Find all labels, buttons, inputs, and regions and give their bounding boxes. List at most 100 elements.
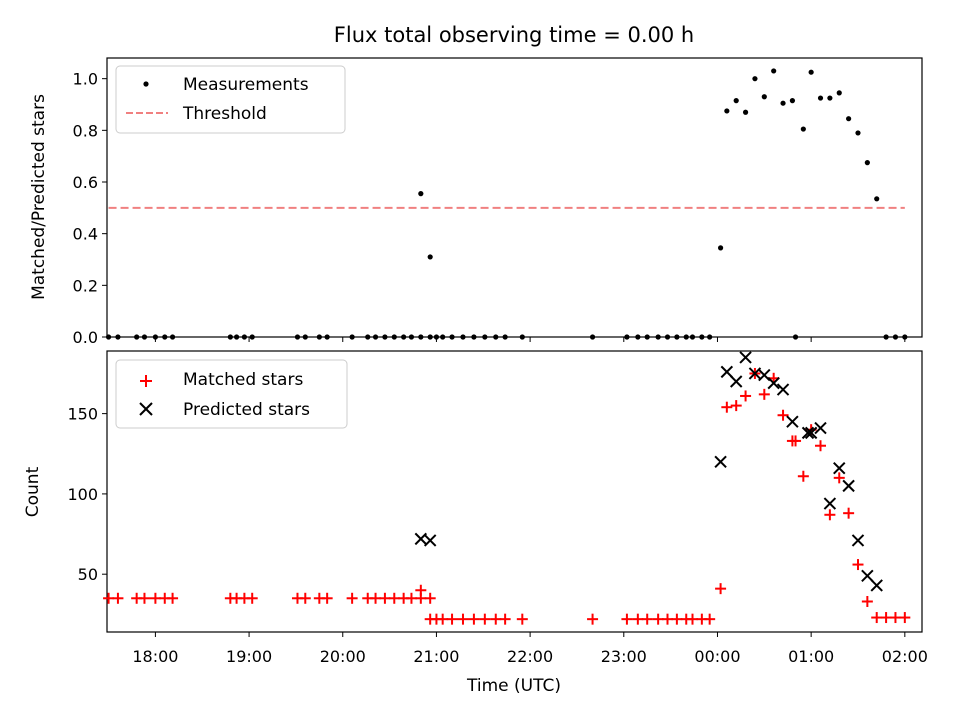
matched-star-point (843, 507, 855, 519)
matched-star-point (346, 592, 358, 604)
x-tick-label: 20:00 (320, 647, 366, 666)
measurement-point (391, 334, 397, 340)
measurement-point (241, 334, 247, 340)
measurement-point (440, 334, 446, 340)
measurement-point (294, 334, 301, 340)
measurement-point (789, 98, 796, 104)
measurement-point (401, 334, 407, 340)
measurement-point (408, 334, 415, 340)
predicted-star-point (804, 426, 818, 440)
measurement-point (707, 334, 713, 340)
measurement-point (874, 196, 880, 202)
measurement-point (105, 334, 112, 340)
measurement-point (115, 334, 121, 340)
measurement-point (418, 334, 424, 340)
measurement-point (808, 69, 814, 75)
x-tick-label: 18:00 (132, 647, 178, 666)
measurement-point (699, 334, 705, 340)
measurement-point (302, 334, 308, 340)
matched-star-point (686, 613, 698, 625)
matched-star-point (112, 592, 124, 604)
bottom-y-tick-label: 50 (78, 565, 98, 584)
x-tick-label: 23:00 (601, 647, 647, 666)
legend-measurements-label: Measurements (183, 75, 309, 95)
measurement-point (365, 334, 371, 340)
measurement-point (683, 334, 689, 340)
measurement-point (427, 254, 433, 260)
measurement-point (249, 334, 255, 340)
matched-star-point (321, 592, 333, 604)
measurement-point (134, 334, 140, 340)
measurement-point (162, 334, 168, 340)
legend-predicted-label: Predicted stars (183, 400, 310, 420)
predicted-star-point (720, 365, 734, 379)
measurement-point (493, 334, 499, 340)
predicted-star-point (729, 375, 743, 388)
x-tick-label: 01:00 (788, 647, 834, 666)
matched-star-point (388, 592, 400, 604)
measurement-point (482, 334, 488, 340)
matched-star-point (370, 592, 382, 604)
matched-star-point (671, 613, 683, 625)
bottom-legend: Matched stars Predicted stars (115, 359, 348, 429)
measurement-point (324, 334, 330, 340)
bottom-plot-frame (106, 350, 923, 633)
matched-star-point (833, 472, 845, 484)
measurement-point (674, 334, 680, 340)
predicted-star-point (423, 534, 437, 547)
matched-star-point (299, 592, 311, 604)
x-tick-label: 19:00 (226, 647, 272, 666)
measurement-point (664, 334, 671, 340)
bottom-y-tick-label: 150 (67, 405, 98, 424)
predicted-star-point (870, 579, 883, 592)
top-y-tick-label: 0.6 (73, 173, 98, 192)
matched-star-point (824, 509, 836, 521)
measurement-point (589, 334, 596, 340)
matched-star-point (246, 592, 258, 604)
measurement-point (635, 334, 641, 340)
measurement-point (752, 76, 758, 82)
matched-star-point (652, 613, 664, 625)
matched-star-point (704, 613, 716, 625)
bottom-y-ticks: 50 100 150 (67, 405, 107, 584)
matched-star-point (149, 592, 161, 604)
matched-star-point (852, 559, 864, 571)
matched-star-point (721, 401, 733, 413)
measurement-point (800, 126, 806, 132)
measurement-point (233, 334, 240, 340)
matched-star-point (457, 613, 469, 625)
bottom-x-ticks: 18:00 19:00 20:00 21:00 22:00 23:00 00:00 01:00… (132, 632, 928, 666)
matched-star-point (790, 435, 802, 447)
predicted-star-point (801, 426, 815, 440)
matched-star-point (424, 592, 436, 604)
measurement-point (655, 334, 661, 340)
matched-star-point (861, 595, 873, 607)
bottom-panel: 50 100 150 18:00 19:00 20:00 21:00 22:00 23:00 0… (23, 350, 928, 696)
matched-star-point (405, 592, 417, 604)
measurement-point (817, 95, 824, 101)
measurement-point (883, 334, 889, 340)
top-y-ticks: 0.0 0.2 0.4 0.6 0.8 1.0 (73, 70, 107, 347)
measurement-point (141, 334, 148, 340)
matched-star-point (871, 612, 883, 624)
legend-threshold-label: Threshold (182, 104, 267, 124)
top-y-tick-label: 0.0 (73, 328, 98, 347)
measurement-point (846, 116, 852, 122)
top-plot-frame (106, 57, 923, 338)
x-tick-label: 22:00 (507, 647, 553, 666)
top-y-tick-label: 0.4 (73, 225, 98, 244)
measurement-point (855, 130, 861, 136)
measurement-point (624, 334, 630, 340)
matched-star-point (715, 583, 727, 595)
predicted-star-point (842, 479, 855, 493)
matched-star-point (138, 592, 150, 604)
measurement-point (449, 334, 455, 340)
matched-star-point (479, 613, 491, 625)
matched-star-point (379, 592, 391, 604)
measurement-point (502, 334, 508, 340)
measurement-point (864, 160, 870, 166)
measurement-point (761, 94, 767, 100)
matched-star-point (889, 612, 901, 624)
predicted-star-point (739, 351, 752, 364)
